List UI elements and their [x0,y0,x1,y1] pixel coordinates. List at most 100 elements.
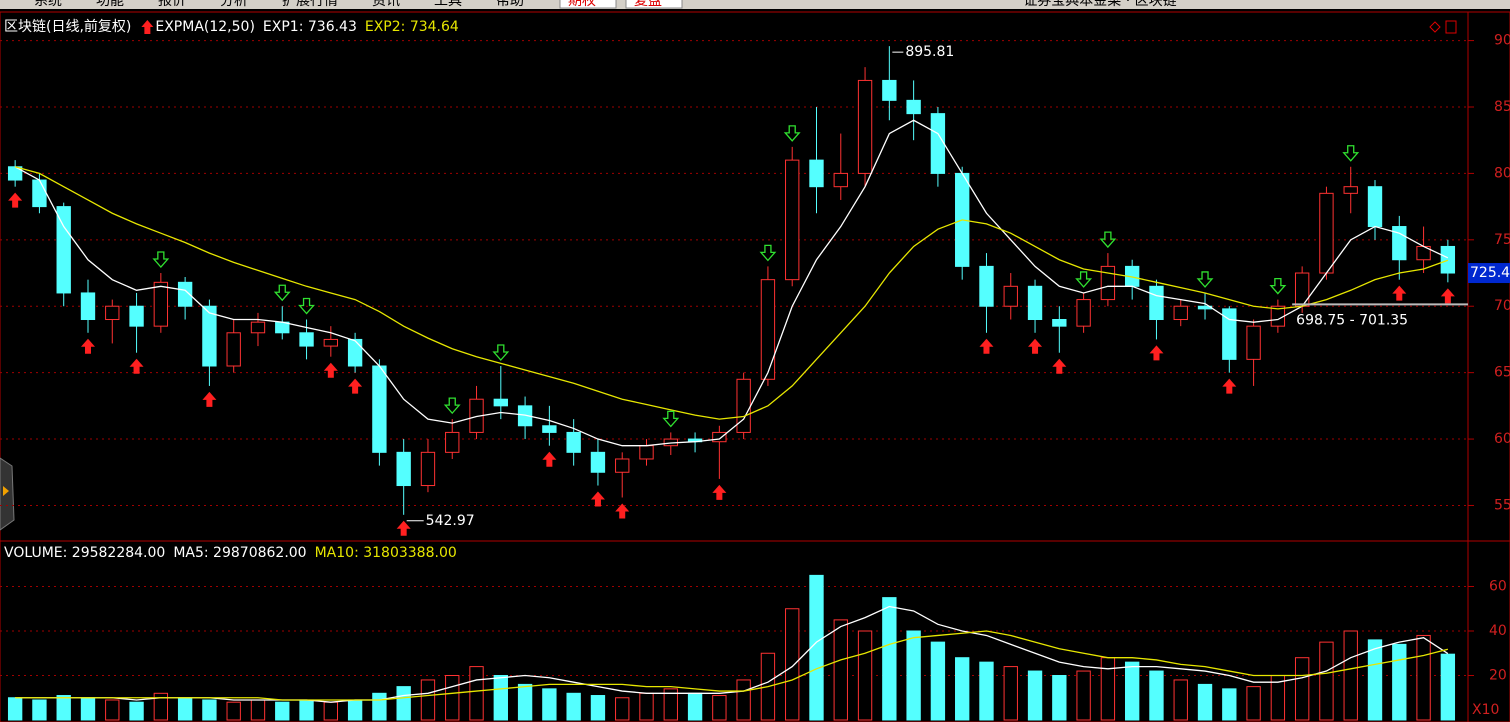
sell-signal [152,251,170,269]
candle-body [420,451,436,487]
candle-body [1222,308,1237,360]
volume-label: VOLUME: 29582284.00 [4,545,165,561]
buy-signal [348,378,363,394]
volume-bar [1124,661,1140,721]
volume-bar [1416,634,1431,721]
volume-bar [1027,670,1043,721]
candle-body [493,398,508,407]
menu-item[interactable]: 工具 [434,0,462,9]
volume-bar [566,692,581,721]
sell-signal [1196,271,1214,288]
toolbar-button-label[interactable]: 复盘 [634,0,662,9]
buy-signal [1440,288,1455,304]
buy-signal [396,520,411,536]
volume-bar [736,679,751,721]
volume-bar [1222,688,1237,721]
menu-item[interactable]: 分析 [220,0,248,9]
volume-bar [542,688,557,721]
buy-signal [323,362,338,378]
volume-bar [1052,675,1067,721]
y-tick-label: 850 [1494,99,1510,115]
y-tick-label: 700 [1494,298,1510,314]
volume-bar [687,692,703,721]
volume-ma-line [15,605,1449,703]
sell-signal [783,125,801,142]
sell-signal [1342,145,1360,162]
candle-body [833,172,848,188]
volume-bar [615,697,630,721]
volume-bar [857,630,873,721]
menu-item[interactable]: 功能 [96,0,124,9]
menu-item[interactable]: 资讯 [372,0,400,9]
y-tick-label: 650 [1494,365,1510,381]
side-tab[interactable] [0,457,15,531]
legend-item: MA10: 31803388.00 [315,545,457,561]
y-tick-label: 600 [1494,431,1510,447]
candle-body [1149,285,1164,321]
candle-body [1027,285,1043,321]
indicator-arrow [141,20,154,34]
candle-body [153,281,169,327]
volume-bar [469,666,484,721]
candle-body [105,305,120,321]
y-tick-label: 900 [1494,33,1510,49]
menu-item[interactable]: 扩展行情 [282,0,338,9]
y-tick-label: 750 [1494,232,1510,248]
sell-signal [759,244,777,262]
volume-bar [1100,657,1116,721]
window-title: 证券宝典本金菜 · 区块链 [1023,0,1176,9]
buy-signal [1028,338,1043,354]
buy-signal [712,484,727,500]
candle-body [906,99,921,115]
volume-bar [517,683,533,721]
volume-bar [1003,666,1018,721]
candle-body [566,431,581,453]
y-tick-label: 60 [1489,579,1507,595]
candle-body [226,332,241,367]
volume-bar [323,701,339,721]
candle-body [542,425,557,433]
buy-signal [8,192,23,208]
candle-body [323,338,339,347]
sell-signal [273,284,291,302]
volume-bar [80,697,96,721]
expma-line [14,119,1449,447]
menu-item[interactable]: 系统 [34,0,62,9]
window-icons[interactable] [1429,20,1457,34]
volume-bar [1440,653,1456,721]
volume-bar [275,701,290,721]
candle-body [129,305,144,327]
candle-body [1003,285,1018,307]
sell-signal [298,297,315,315]
candle-body [1052,319,1067,327]
sell-signal [662,410,680,428]
buy-signal [979,338,994,354]
menu-item[interactable]: 帮助 [496,0,524,9]
candle-body [712,431,727,443]
volume-bar [1294,657,1310,721]
toolbar-button[interactable] [625,0,683,9]
side-tab-arrow [3,486,9,496]
y-tick-label: 800 [1494,165,1510,181]
menu-item[interactable]: 报价 [158,0,186,9]
candle-body [177,281,193,307]
volume-bar [202,699,217,721]
candle-body [979,265,994,307]
toolbar-button-label[interactable]: 期权 [568,0,596,9]
legend-item: EXP1: 736.43 [263,19,357,35]
volume-ma-line [15,630,1449,701]
candle-body [785,159,800,281]
candle-body [615,458,630,473]
volume-bar [955,657,970,721]
buy-signal [129,358,144,374]
candle-body [760,279,776,380]
buy-signal [615,503,630,519]
volume-bar [129,701,144,721]
candle-body [1173,305,1188,321]
volume-bar [299,699,314,721]
toolbar-button[interactable] [559,0,617,9]
last-price-label: 725.4 [1470,265,1510,281]
buy-signal [1392,285,1407,301]
volume-bar [105,699,120,721]
